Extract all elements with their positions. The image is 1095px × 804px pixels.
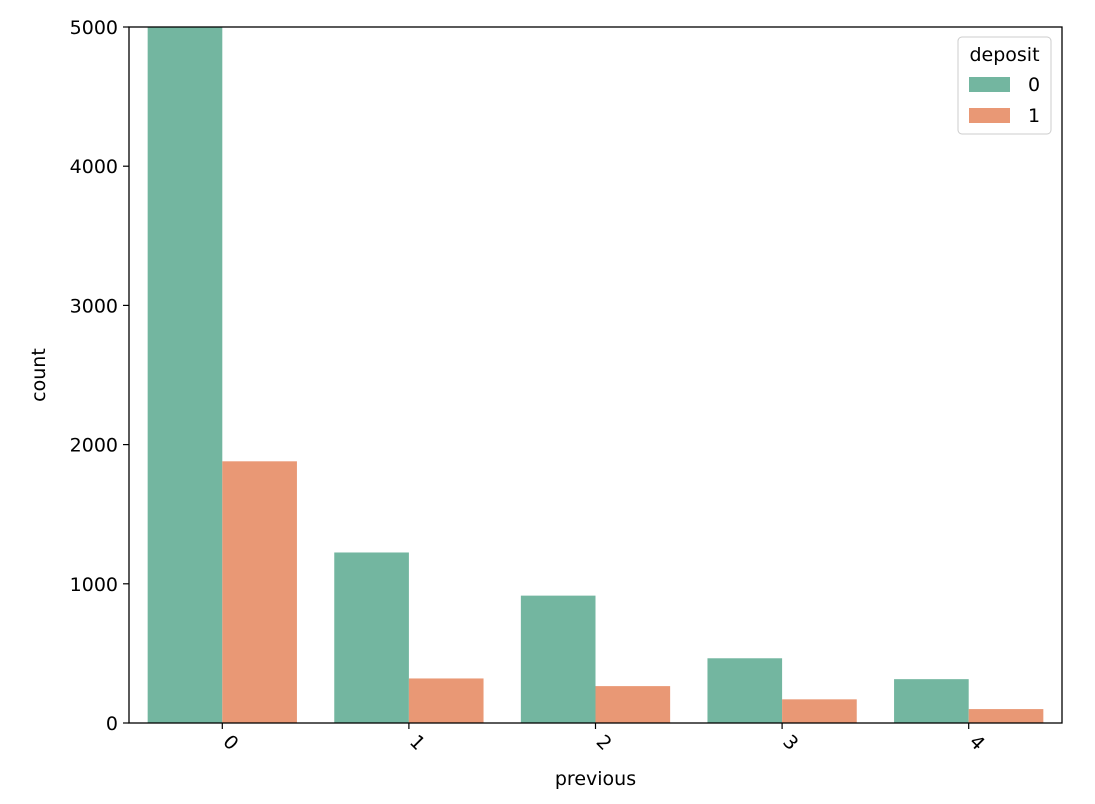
x-tick-label: 4 <box>965 731 989 755</box>
bar-4-deposit-1 <box>968 709 1044 723</box>
x-axis-title: previous <box>555 768 636 790</box>
legend-swatch-1 <box>969 108 1010 123</box>
y-tick-label: 2000 <box>70 435 118 457</box>
y-tick-label: 0 <box>106 713 118 735</box>
legend-label-0: 0 <box>1028 74 1040 96</box>
bar-2-deposit-1 <box>595 686 671 723</box>
x-tick-label: 3 <box>778 731 802 755</box>
x-tick-label: 0 <box>218 731 242 755</box>
y-axis-title: count <box>28 348 50 402</box>
bar-0-deposit-0 <box>147 27 223 723</box>
bar-0-deposit-1 <box>222 461 297 723</box>
x-tick-label: 2 <box>592 731 616 755</box>
bar-2-deposit-0 <box>520 595 596 723</box>
legend-items: 01 <box>969 74 1040 127</box>
legend-title: deposit <box>969 44 1039 66</box>
bar-1-deposit-1 <box>408 678 484 723</box>
bar-1-deposit-0 <box>334 552 409 723</box>
y-tick-label: 3000 <box>70 295 118 317</box>
legend: deposit 01 <box>957 36 1052 135</box>
bar-4-deposit-0 <box>894 679 969 723</box>
y-tick-label: 5000 <box>70 17 118 39</box>
y-tick-label: 4000 <box>70 156 118 178</box>
legend-label-1: 1 <box>1028 105 1040 127</box>
bar-3-deposit-0 <box>707 658 783 723</box>
bars-layer <box>147 27 1044 723</box>
x-tick-label: 1 <box>405 731 429 755</box>
bar-3-deposit-1 <box>782 699 857 723</box>
legend-swatch-0 <box>969 77 1010 92</box>
y-tick-label: 1000 <box>70 574 118 596</box>
